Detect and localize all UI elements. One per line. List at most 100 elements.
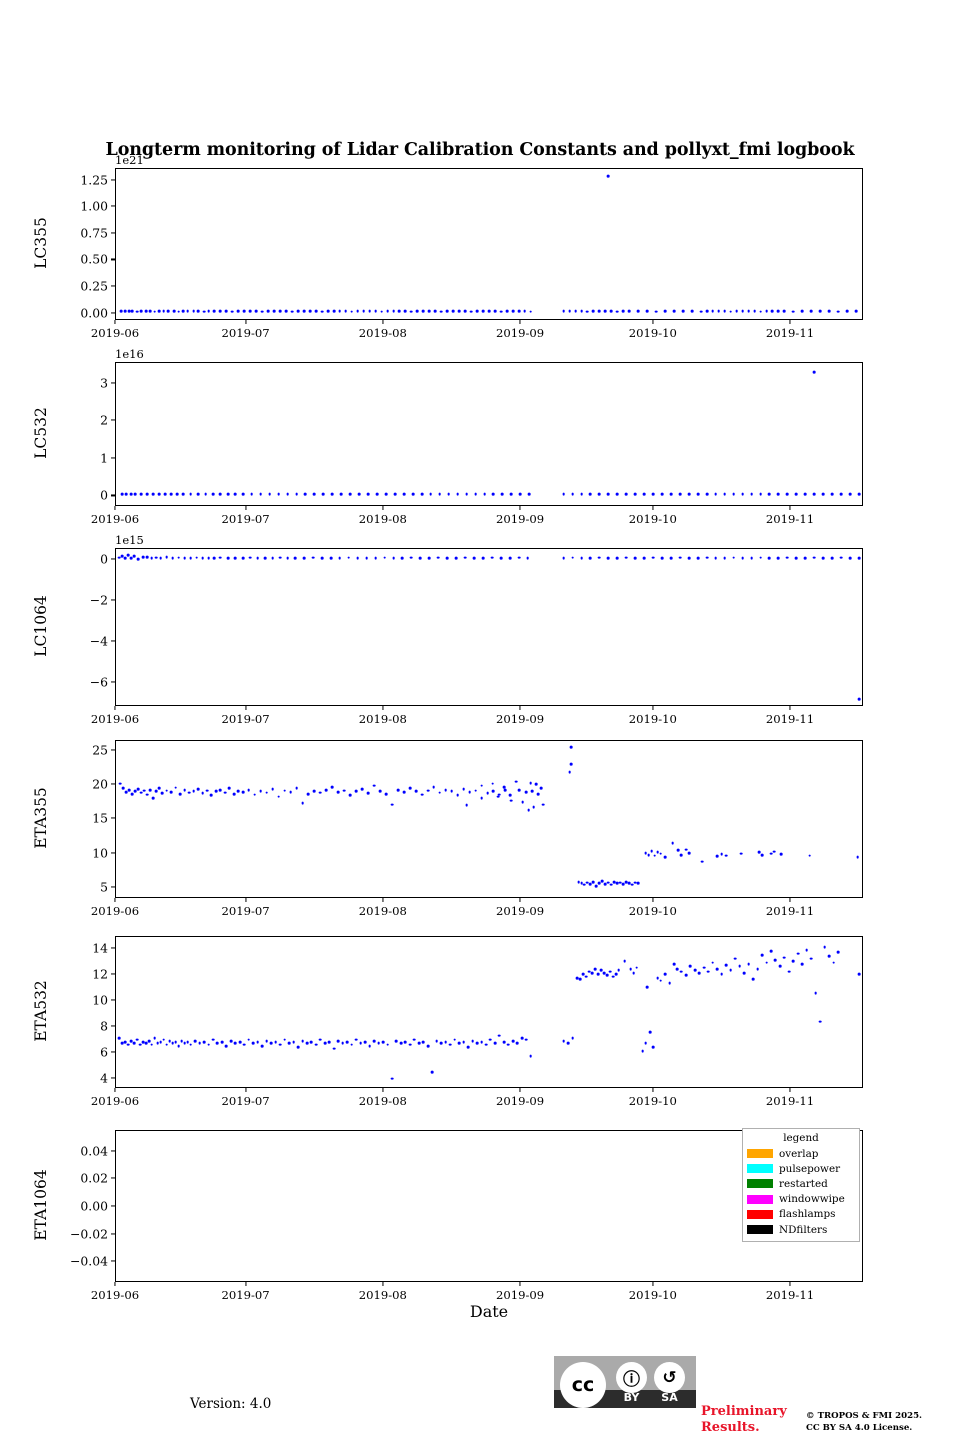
- data-point: [131, 310, 134, 313]
- data-point: [157, 492, 161, 496]
- data-point: [456, 793, 459, 797]
- data-point: [836, 951, 840, 954]
- y-tick-label: 0.04: [80, 1143, 108, 1159]
- data-point: [286, 492, 289, 496]
- x-tick-mark: [245, 706, 247, 710]
- legend-item-pulsepower: pulsepower: [747, 1161, 855, 1176]
- data-point: [150, 557, 154, 560]
- data-point: [404, 1040, 407, 1044]
- data-point: [636, 310, 640, 313]
- data-point: [366, 492, 370, 496]
- data-point: [410, 556, 413, 559]
- data-point: [216, 1042, 219, 1045]
- data-point: [759, 492, 762, 496]
- data-point: [663, 310, 667, 313]
- data-point: [502, 785, 506, 789]
- data-point: [524, 1038, 528, 1041]
- y-tick-label: 6: [100, 1044, 108, 1060]
- data-point: [480, 796, 483, 800]
- data-point: [480, 784, 483, 788]
- data-point: [629, 967, 633, 971]
- data-point: [624, 492, 628, 496]
- data-point: [621, 310, 625, 313]
- data-point: [162, 1038, 166, 1041]
- data-point: [469, 310, 473, 313]
- data-point: [615, 310, 619, 313]
- data-point: [366, 791, 370, 795]
- preliminary-results-note: Preliminary Results.: [701, 1404, 787, 1435]
- y-tick-label: 0: [100, 487, 108, 503]
- data-point: [687, 492, 691, 496]
- data-point: [248, 556, 252, 559]
- data-point: [472, 556, 476, 560]
- data-point: [729, 968, 733, 972]
- data-point: [305, 1042, 309, 1045]
- data-point: [684, 974, 688, 977]
- data-point: [508, 793, 512, 797]
- legend-swatch: [747, 1209, 773, 1219]
- data-point: [644, 1042, 647, 1045]
- data-point: [760, 953, 764, 957]
- y-tick-mark: [111, 1051, 115, 1053]
- legend-title: legend: [783, 1132, 819, 1144]
- data-point: [623, 960, 627, 963]
- x-tick-mark: [114, 898, 116, 902]
- y-tick-mark: [111, 1177, 115, 1179]
- data-point: [338, 310, 342, 313]
- y-tick-mark: [111, 817, 115, 819]
- data-point: [777, 492, 780, 496]
- data-point: [131, 792, 134, 796]
- data-point: [612, 880, 616, 884]
- data-point: [714, 492, 718, 496]
- data-point: [724, 854, 728, 857]
- data-point: [307, 792, 310, 796]
- data-point: [295, 787, 298, 790]
- data-point: [562, 492, 565, 496]
- data-point: [332, 1047, 336, 1050]
- data-point: [295, 492, 298, 496]
- x-tick-label: 2019-08: [358, 326, 407, 340]
- data-point: [610, 310, 613, 313]
- data-point: [651, 556, 655, 559]
- x-tick-label: 2019-11: [765, 326, 815, 340]
- data-point: [320, 310, 324, 313]
- data-point: [141, 555, 145, 559]
- plot-panel-eta355: 5 10 15 20 25 2019-06 2019-07 2019-08 2019-09 201…: [32, 740, 863, 918]
- data-point: [583, 883, 586, 887]
- data-point: [483, 492, 486, 496]
- data-point: [490, 556, 494, 559]
- y-tick-label: 4: [100, 1070, 108, 1086]
- data-point: [642, 556, 646, 560]
- data-point: [669, 492, 673, 496]
- data-point: [633, 492, 637, 496]
- data-point: [169, 492, 173, 496]
- data-point: [259, 789, 263, 793]
- data-point: [360, 787, 364, 791]
- data-point: [504, 788, 507, 792]
- data-point: [580, 310, 583, 313]
- data-point: [654, 310, 658, 313]
- legend: legend overlap pulsepower restarted windoww…: [742, 1128, 860, 1243]
- y-tick-mark: [111, 886, 115, 888]
- x-tick-label: 2019-07: [221, 1094, 270, 1108]
- data-point: [778, 965, 782, 968]
- data-point: [615, 556, 619, 560]
- y-axis-label-lc1064: LC1064: [32, 595, 50, 657]
- data-point: [187, 791, 191, 794]
- data-point: [144, 1042, 148, 1045]
- data-point: [344, 310, 348, 313]
- data-point: [671, 842, 674, 845]
- data-point: [480, 1040, 483, 1044]
- axis-exponent-label: 1e15: [115, 533, 144, 547]
- data-point: [498, 793, 501, 796]
- data-point: [768, 557, 771, 560]
- data-point: [645, 310, 649, 313]
- data-point: [672, 310, 676, 313]
- data-point: [271, 556, 274, 560]
- x-tick-label: 2019-06: [90, 712, 140, 726]
- data-point: [278, 1043, 282, 1047]
- data-point: [123, 310, 127, 313]
- data-point: [192, 789, 195, 793]
- data-point: [284, 310, 288, 313]
- data-point: [375, 492, 379, 496]
